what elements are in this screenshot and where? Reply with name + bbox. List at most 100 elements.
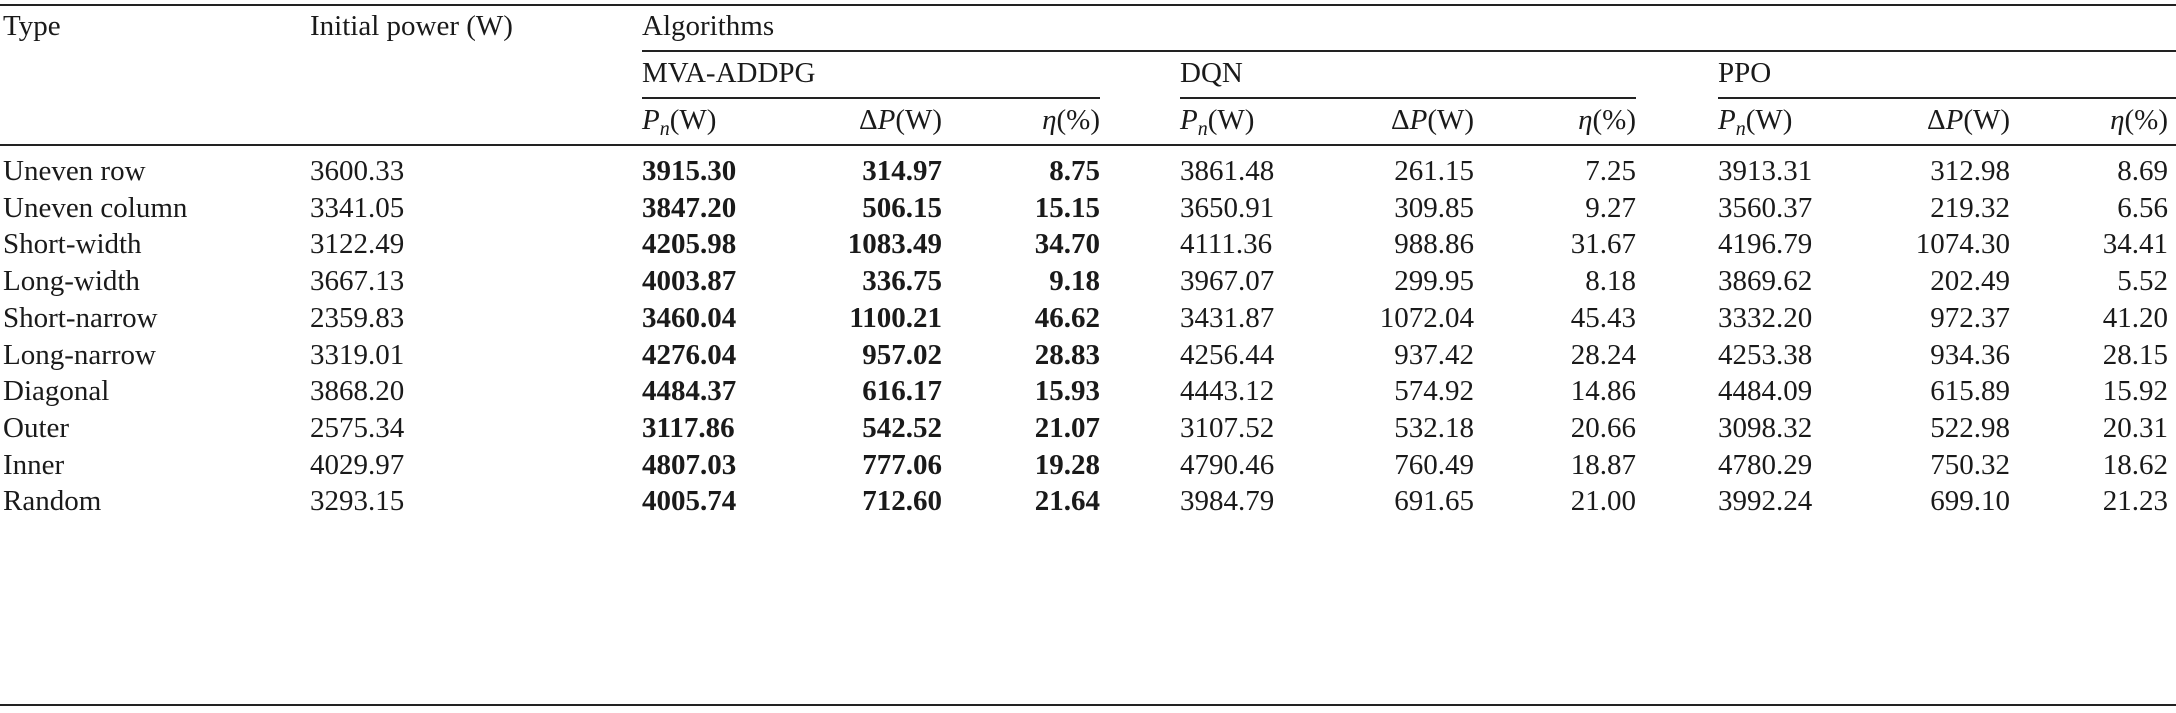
cell-dqn-eta: 14.86 bbox=[1570, 375, 1636, 408]
cell-dqn-pn: 3861.48 bbox=[1180, 155, 1275, 187]
cell-ppo-eta: 18.62 bbox=[2102, 448, 2168, 481]
cell-dqn-delta-p: 261.15 bbox=[1394, 155, 1474, 187]
eta-unit: (%) bbox=[1056, 104, 1100, 136]
cell-ppo-eta: 28.15 bbox=[2102, 338, 2168, 371]
p-symbol: P bbox=[1945, 104, 1964, 136]
header-group-dqn: DQN bbox=[1180, 57, 1243, 89]
header-algorithms: Algorithms bbox=[642, 10, 775, 42]
cell-initial-power: 3600.33 bbox=[310, 155, 405, 187]
cell-ppo-eta: 15.92 bbox=[2102, 375, 2168, 408]
cell-mva-addpg-pn: 4003.87 bbox=[642, 265, 737, 298]
eta-symbol: η bbox=[1578, 104, 1593, 136]
cell-mva-addpg-eta: 21.07 bbox=[1034, 411, 1100, 444]
cell-ppo-eta: 6.56 bbox=[2117, 191, 2168, 224]
cell-dqn-eta: 31.67 bbox=[1570, 228, 1636, 261]
cell-ppo-delta-p: 934.36 bbox=[1930, 338, 2010, 371]
ppo-rule bbox=[1718, 97, 2176, 99]
pn-unit: (W) bbox=[1745, 104, 1793, 136]
header-initial-power: Initial power (W) bbox=[310, 10, 513, 42]
cell-mva-addpg-pn: 4276.04 bbox=[642, 338, 737, 371]
delta-symbol: Δ bbox=[858, 104, 878, 136]
cell-dqn-delta-p: 1072.04 bbox=[1379, 301, 1474, 334]
header-ppo-pn: Pn(W) bbox=[1718, 103, 1792, 140]
cell-ppo-pn: 3560.37 bbox=[1718, 191, 1813, 224]
cell-dqn-delta-p: 691.65 bbox=[1394, 485, 1474, 518]
cell-ppo-pn: 4196.79 bbox=[1718, 228, 1813, 261]
algorithms-rule bbox=[642, 50, 2176, 52]
cell-dqn-pn: 3431.87 bbox=[1180, 301, 1275, 334]
eta-symbol: η bbox=[1042, 104, 1057, 136]
delta-p-unit: (W) bbox=[1963, 104, 2010, 136]
pn-unit: (W) bbox=[1207, 104, 1255, 136]
cell-mva-addpg-eta: 21.64 bbox=[1034, 485, 1100, 518]
cell-type: Long-narrow bbox=[3, 338, 157, 371]
cell-type: Uneven row bbox=[3, 155, 146, 187]
cell-dqn-delta-p: 937.42 bbox=[1394, 338, 1474, 371]
cell-ppo-eta: 21.23 bbox=[2102, 485, 2168, 518]
cell-mva-addpg-delta-p: 542.52 bbox=[862, 411, 942, 444]
header-dqn-delta-p: ΔP(W) bbox=[1274, 103, 1474, 137]
bottom-rule bbox=[0, 704, 2176, 706]
cell-ppo-pn: 3332.20 bbox=[1718, 301, 1813, 334]
cell-initial-power: 3667.13 bbox=[310, 265, 405, 298]
header-bottom-rule bbox=[0, 144, 2176, 146]
cell-ppo-pn: 3992.24 bbox=[1718, 485, 1813, 518]
cell-dqn-eta: 9.27 bbox=[1585, 191, 1636, 224]
cell-ppo-delta-p: 699.10 bbox=[1930, 485, 2010, 518]
pn-symbol: P bbox=[1180, 104, 1198, 136]
cell-type: Short-narrow bbox=[3, 301, 158, 334]
pn-symbol: P bbox=[1718, 104, 1736, 136]
cell-mva-addpg-delta-p: 616.17 bbox=[862, 375, 942, 408]
header-mva-addpg-eta: η(%) bbox=[950, 103, 1100, 137]
pn-subscript: n bbox=[1197, 118, 1208, 140]
cell-dqn-delta-p: 574.92 bbox=[1394, 375, 1474, 408]
cell-dqn-eta: 20.66 bbox=[1570, 411, 1636, 444]
pn-subscript: n bbox=[659, 118, 670, 140]
cell-dqn-delta-p: 299.95 bbox=[1394, 265, 1474, 298]
cell-ppo-eta: 34.41 bbox=[2102, 228, 2168, 261]
cell-ppo-eta: 5.52 bbox=[2117, 265, 2168, 298]
cell-mva-addpg-eta: 34.70 bbox=[1034, 228, 1100, 261]
cell-type: Long-width bbox=[3, 265, 140, 298]
cell-ppo-delta-p: 312.98 bbox=[1930, 155, 2010, 187]
header-mva-addpg-pn: Pn(W) bbox=[642, 103, 716, 140]
cell-ppo-delta-p: 615.89 bbox=[1930, 375, 2010, 408]
cell-dqn-pn: 4790.46 bbox=[1180, 448, 1275, 481]
dqn-rule bbox=[1180, 97, 1636, 99]
cell-mva-addpg-pn: 4005.74 bbox=[642, 485, 737, 518]
cell-initial-power: 3868.20 bbox=[310, 375, 405, 408]
header-dqn-eta: η(%) bbox=[1486, 103, 1636, 137]
header-group-mva-addpg: MVA-ADDPG bbox=[642, 57, 816, 89]
cell-mva-addpg-delta-p: 1100.21 bbox=[849, 301, 942, 334]
cell-dqn-delta-p: 988.86 bbox=[1394, 228, 1474, 261]
cell-ppo-delta-p: 522.98 bbox=[1930, 411, 2010, 444]
cell-mva-addpg-eta: 8.75 bbox=[1049, 155, 1100, 187]
cell-mva-addpg-delta-p: 712.60 bbox=[862, 485, 942, 518]
cell-mva-addpg-pn: 4205.98 bbox=[642, 228, 737, 261]
cell-type: Short-width bbox=[3, 228, 142, 261]
cell-mva-addpg-pn: 3460.04 bbox=[642, 301, 737, 334]
header-dqn-pn: Pn(W) bbox=[1180, 103, 1254, 140]
header-type: Type bbox=[3, 10, 61, 42]
cell-dqn-pn: 3107.52 bbox=[1180, 411, 1275, 444]
cell-dqn-pn: 3967.07 bbox=[1180, 265, 1275, 298]
cell-dqn-pn: 4256.44 bbox=[1180, 338, 1275, 371]
header-ppo-eta: η(%) bbox=[2018, 103, 2168, 137]
cell-type: Diagonal bbox=[3, 375, 110, 408]
cell-mva-addpg-eta: 15.15 bbox=[1034, 191, 1100, 224]
pn-symbol: P bbox=[642, 104, 660, 136]
cell-ppo-pn: 4484.09 bbox=[1718, 375, 1813, 408]
cell-dqn-eta: 21.00 bbox=[1570, 485, 1636, 518]
cell-ppo-eta: 41.20 bbox=[2102, 301, 2168, 334]
cell-type: Random bbox=[3, 485, 102, 518]
cell-mva-addpg-eta: 19.28 bbox=[1034, 448, 1100, 481]
cell-mva-addpg-pn: 3915.30 bbox=[642, 155, 737, 187]
eta-unit: (%) bbox=[2124, 104, 2168, 136]
cell-ppo-pn: 3913.31 bbox=[1718, 155, 1813, 187]
cell-ppo-pn: 4780.29 bbox=[1718, 448, 1813, 481]
cell-type: Inner bbox=[3, 448, 65, 481]
cell-dqn-pn: 4443.12 bbox=[1180, 375, 1275, 408]
header-mva-addpg-delta-p: ΔP(W) bbox=[742, 103, 942, 137]
cell-dqn-pn: 4111.36 bbox=[1180, 228, 1273, 261]
cell-mva-addpg-pn: 4484.37 bbox=[642, 375, 737, 408]
